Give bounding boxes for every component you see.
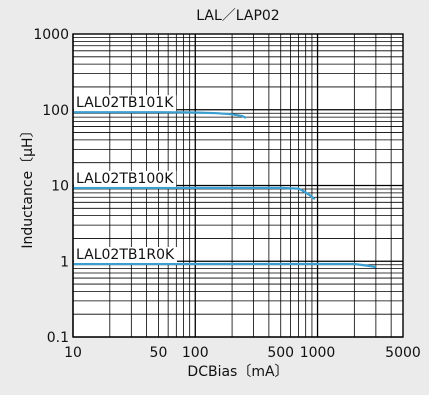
x-tick-label: 1000 <box>300 345 336 361</box>
y-tick-labels: 0.1 1 10 100 1000 <box>33 27 69 346</box>
y-tick-label: 0.1 <box>47 330 69 346</box>
series-labels: LAL02TB101K LAL02TB100K LAL02TB1R0K <box>74 95 178 263</box>
y-tick-label: 100 <box>42 103 69 119</box>
x-axis-label: DCBias〔mA〕 <box>187 364 288 380</box>
series-line <box>73 110 247 119</box>
plot-area: LAL02TB101K LAL02TB100K LAL02TB1R0K <box>72 33 404 338</box>
x-tick-label: 5000 <box>385 345 421 361</box>
y-tick-label: 1 <box>60 254 69 270</box>
series-label: LAL02TB1R0K <box>76 247 175 263</box>
series-label: LAL02TB100K <box>76 171 174 187</box>
series-label: LAL02TB101K <box>76 95 174 111</box>
x-tick-label: 10 <box>64 345 82 361</box>
series-line <box>73 262 377 269</box>
series-line <box>73 186 316 201</box>
chart-title: LAL／LAP02 <box>196 8 279 24</box>
y-tick-label: 10 <box>51 179 69 195</box>
x-tick-labels: 10 50 100 500 1000 5000 <box>64 345 421 361</box>
x-tick-label: 50 <box>150 345 168 361</box>
y-axis-label: Inductance〔μH〕 <box>20 123 36 248</box>
series-layer <box>73 110 377 269</box>
plot-frame <box>72 33 404 338</box>
series-label-background <box>74 170 177 187</box>
series-label-background <box>74 246 178 263</box>
x-tick-label: 100 <box>182 345 209 361</box>
x-tick-label: 500 <box>267 345 294 361</box>
series-label-background <box>74 95 177 112</box>
y-tick-label: 1000 <box>33 27 69 43</box>
